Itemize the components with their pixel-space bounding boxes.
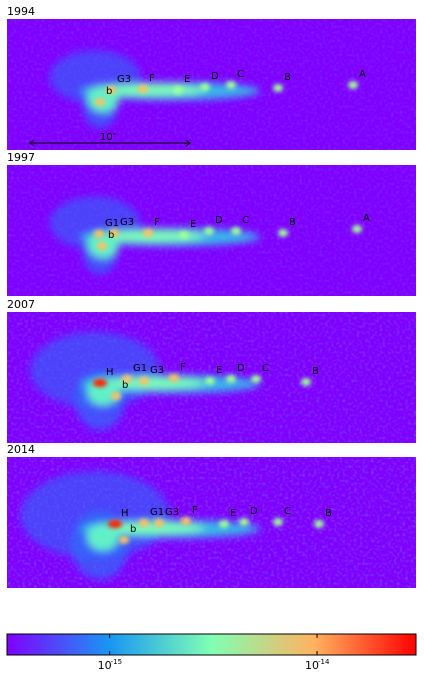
knot-glow [251,375,261,383]
knot-label: G1 [133,363,147,374]
knot-glow [169,374,179,382]
knot-label: C [284,506,291,517]
knot-glow [226,81,236,89]
knot-glow [179,231,189,239]
knot-label: G1 [105,218,119,229]
knot-label: B [312,366,319,377]
knot-label: G3 [120,217,134,228]
knot-glow [219,520,229,528]
knots [94,225,362,250]
knot-glow [173,86,183,94]
knot-label: C [237,69,244,80]
knot-label: G3 [150,365,164,376]
knot-glow [273,84,283,92]
knot-glow [231,227,241,235]
scale-label: 10″ [100,132,117,143]
knot-label: D [211,71,219,82]
knots [108,517,324,544]
knot-glow [108,520,122,528]
knot-glow [111,392,121,400]
jet-base [87,523,119,551]
knot-glow [139,519,149,527]
knot-glow [273,518,283,526]
knot-label: E [216,365,222,376]
knot-glow [301,378,311,386]
knots [95,81,358,106]
year-label: 1994 [7,5,35,18]
knot-label: G1 [150,507,164,518]
knot-glow [200,83,210,91]
knot-label: H [106,367,114,378]
knot-glow [119,536,129,544]
knot-label: b [130,524,136,535]
knot-label: A [359,69,366,80]
knot-glow [278,229,288,237]
knot-label: G3 [117,74,131,85]
image-panel [7,457,416,588]
knot-glow [93,379,107,387]
colorbar-tick-exponent: -15 [111,658,122,666]
knot-label: B [289,217,296,228]
image-panel [7,165,416,296]
knot-label: G3 [165,507,179,518]
colorbar-tick-label: 10 [305,659,319,672]
knot-glow [97,242,107,250]
year-label: 2014 [7,443,35,456]
image-panel [7,312,416,443]
year-label: 1997 [7,151,35,164]
knot-label: F [154,217,160,228]
knot-label: D [237,363,245,374]
emission [30,332,260,430]
knot-label: E [184,74,190,85]
knot-label: b [108,230,114,241]
knot-label: D [250,506,258,517]
emission [49,196,260,274]
knot-label: F [192,505,198,516]
knot-label: F [149,73,155,84]
colorbar-tick-label: 10 [98,659,112,672]
knot-label: E [230,508,236,519]
knot-glow [181,517,191,525]
knot-glow [143,229,153,237]
knot-label: A [363,213,370,224]
image-panel [7,19,416,150]
knots [93,374,311,400]
knot-glow [239,518,249,526]
knot-glow [205,377,215,385]
knot-label: C [242,215,249,226]
year-label: 2007 [7,298,35,311]
knot-glow [226,375,236,383]
knot-label: D [215,215,223,226]
knot-label: b [106,86,112,97]
colorbar-tick-exponent: -14 [318,658,330,666]
knot-glow [138,85,148,93]
colorbar [6,633,417,656]
knot-glow [95,98,105,106]
knot-label: B [325,508,332,519]
knot-glow [106,86,116,94]
knot-label: b [122,380,128,391]
scale-arrow [29,139,191,147]
jet-core [95,522,205,534]
knot-label: F [180,362,186,373]
knot-label: H [121,508,129,519]
knot-glow [352,225,362,233]
knot-glow [94,230,104,238]
knot-glow [109,229,119,237]
knot-label: B [284,72,291,83]
knot-glow [122,375,132,383]
knot-glow [139,377,149,385]
knot-glow [314,520,324,528]
knot-label: C [262,363,269,374]
knot-glow [204,227,214,235]
knot-glow [154,519,164,527]
knot-label: E [190,219,196,230]
knot-glow [348,81,358,89]
